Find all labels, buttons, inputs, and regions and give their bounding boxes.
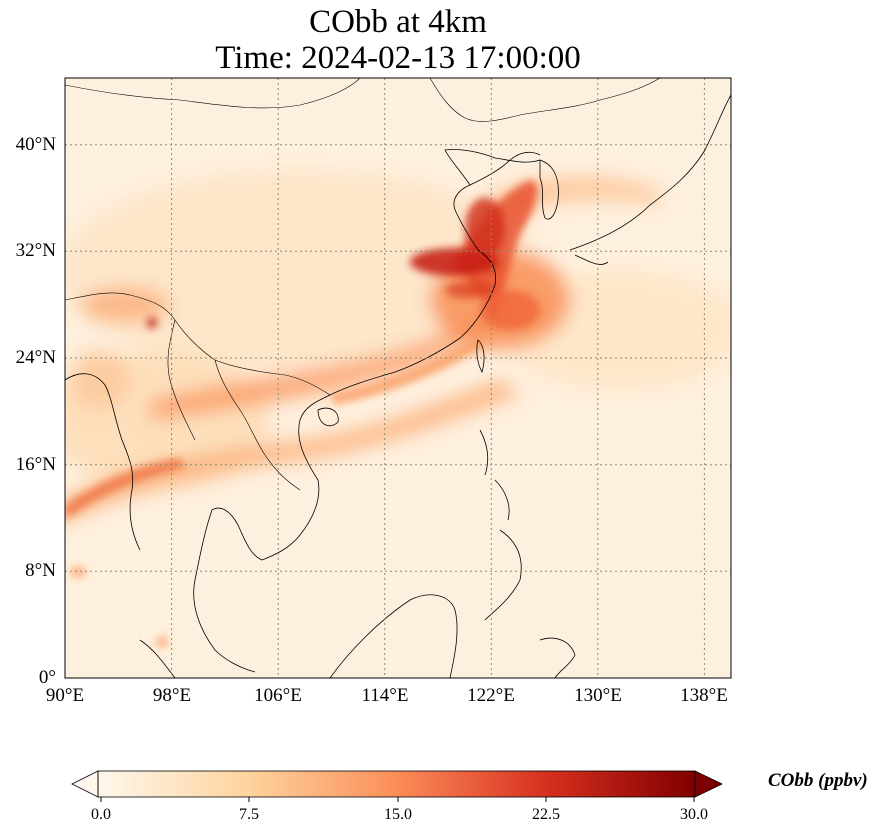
colorbar-tick-label: 7.5 [239,806,259,823]
colorbar-tick-label: 15.0 [384,806,412,823]
lat-tick-label: 8°N [25,560,56,581]
lat-tick-label: 0° [38,667,56,688]
colorbar-gradient [98,771,695,797]
plume-broad [65,170,731,523]
lon-tick-label: 98°E [152,685,192,706]
lon-tick-label: 122°E [467,685,515,706]
lon-tick-label: 114°E [361,685,409,706]
colorbar-tick-label: 22.5 [532,806,560,823]
lat-tick-label: 32°N [15,240,56,261]
plume-core [65,180,540,648]
colorbar-extend-max [694,770,723,798]
lon-tick-label: 130°E [574,685,622,706]
lon-tick-label: 106°E [254,685,302,706]
lat-tick-label: 16°N [15,454,56,475]
map-title: CObb at 4km [309,4,487,40]
gridlines [65,78,731,678]
colorbar-label: CObb (ppbv) [768,770,868,791]
colorbar-extend-min [71,770,99,798]
colorbar [71,770,723,802]
cobb-concentration-field [65,78,731,678]
lon-tick-label: 90°E [45,685,85,706]
colorbar-tick-label: 0.0 [91,806,111,823]
map-subtitle-time: Time: 2024-02-13 17:00:00 [215,40,581,76]
map-frame [64,77,732,679]
lat-tick-label: 24°N [15,347,56,368]
lat-tick-label: 40°N [15,134,56,155]
colorbar-tick-label: 30.0 [680,806,708,823]
lon-tick-label: 138°E [680,685,728,706]
